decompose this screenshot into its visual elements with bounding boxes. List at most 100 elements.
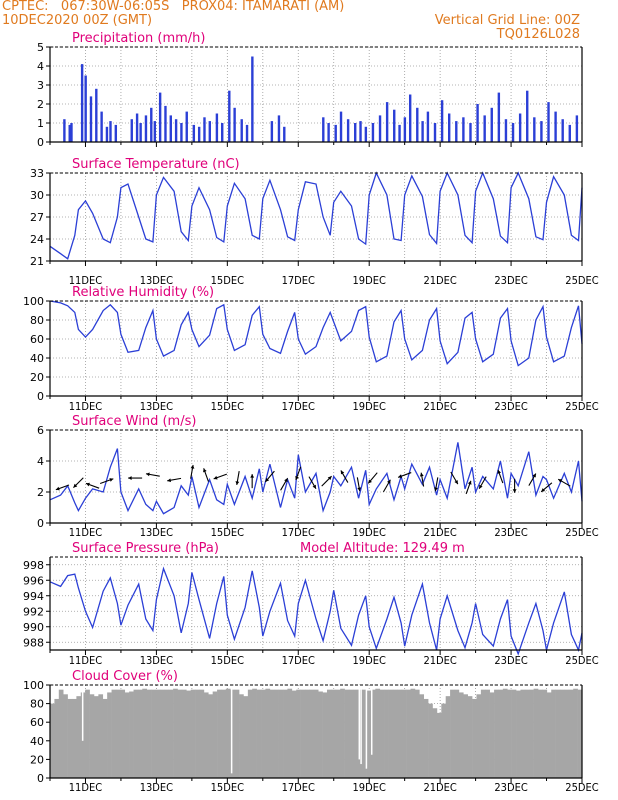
header-location: CPTEC: 067:30W-06:05S PROX04: ITAMARATI … xyxy=(2,0,345,14)
cloud-bar xyxy=(397,689,403,778)
rh-xtick-label: 19DEC xyxy=(353,400,386,413)
precip-bar xyxy=(153,121,157,142)
precip-bar xyxy=(95,88,98,142)
header-model-code: TQ0126L028 xyxy=(496,27,580,42)
cloud-bar xyxy=(89,694,95,778)
precip-bar xyxy=(554,111,557,142)
wind-arrow-head xyxy=(497,469,502,474)
wind-arrow-head xyxy=(73,483,78,488)
wind-arrow xyxy=(145,472,160,477)
cloud-bar xyxy=(164,689,170,778)
cloud-xtick-label: 21DEC xyxy=(423,781,456,794)
wind-arrow xyxy=(128,476,143,480)
pressure-ytick-label: 990 xyxy=(23,621,44,634)
rh-xtick-label: 23DEC xyxy=(494,400,527,413)
rh-xtick-label: 11DEC xyxy=(69,400,102,413)
precip-bar xyxy=(440,100,444,142)
temp-xtick-label: 11DEC xyxy=(69,274,102,287)
wind-ytick-label: 4 xyxy=(37,455,44,468)
cloud-bar xyxy=(489,692,495,778)
wind-arrow xyxy=(340,470,349,483)
precip-bar xyxy=(490,107,493,142)
cloud-bar xyxy=(239,694,244,778)
cloud-gap xyxy=(81,685,84,741)
cloud-bar xyxy=(529,689,534,778)
temp-xtick-label: 17DEC xyxy=(282,274,315,287)
cloud-bar xyxy=(318,691,323,778)
wind-arrow-head xyxy=(213,475,218,480)
pressure-ytick-label: 996 xyxy=(23,574,44,587)
pressure-ytick-label: 998 xyxy=(23,559,44,572)
pressure-title: Surface Pressure (hPa) xyxy=(72,541,219,556)
cloud-bar xyxy=(344,689,350,778)
cloud-bar xyxy=(225,688,231,778)
temp-xtick-label: 13DEC xyxy=(140,274,173,287)
cloud-bar xyxy=(265,688,271,778)
precip-bar xyxy=(164,105,167,142)
wind-arrow-head xyxy=(295,476,299,480)
wind-arrow-head xyxy=(340,470,345,475)
precip-ytick-label: 2 xyxy=(37,98,44,111)
cloud-bar xyxy=(151,689,156,778)
cloud-bar xyxy=(467,696,473,778)
precip-bar xyxy=(100,111,103,142)
cloud-bar xyxy=(458,692,464,778)
cloud-bar xyxy=(230,689,235,778)
wind-arrow xyxy=(167,477,182,483)
precip-ytick-label: 1 xyxy=(37,117,44,130)
temp-ytick-label: 24 xyxy=(30,233,44,246)
precip-bar xyxy=(385,102,389,142)
cloud-bar xyxy=(428,703,433,778)
cloud-bar xyxy=(568,689,574,778)
wind-arrow-head xyxy=(203,468,207,473)
rh-ytick-label: 60 xyxy=(30,333,44,346)
wind-arrow-head xyxy=(398,474,403,478)
wind-series-line xyxy=(49,442,583,515)
precip-bar xyxy=(476,104,479,142)
cloud-bar xyxy=(326,689,332,778)
cloud-bar xyxy=(357,689,363,778)
precip-bar xyxy=(448,113,451,142)
precip-bar xyxy=(378,115,382,142)
cloud-bar xyxy=(111,689,117,778)
cloud-bar xyxy=(511,689,517,778)
precip-bar xyxy=(364,126,368,142)
cloud-bar xyxy=(560,689,565,778)
cloud-bar xyxy=(441,703,447,778)
cloud-gap xyxy=(365,685,368,769)
wind-arrow xyxy=(540,482,553,493)
precip-bar xyxy=(89,96,93,142)
cloud-bar xyxy=(142,688,148,778)
precip-bar xyxy=(497,92,501,142)
wind-arrow xyxy=(434,477,439,492)
precip-bar xyxy=(130,119,133,142)
rh-xtick-label: 13DEC xyxy=(140,400,173,413)
cloud-bar xyxy=(129,691,134,778)
wind-arrow xyxy=(321,475,332,487)
precip-ytick-label: 4 xyxy=(37,60,44,73)
wind-arrow xyxy=(99,478,114,485)
cloud-bar xyxy=(155,689,161,778)
precip-bar xyxy=(192,124,196,142)
pressure-xtick-label: 23DEC xyxy=(494,654,527,667)
cloud-xtick-label: 11DEC xyxy=(69,781,102,794)
cloud-bar xyxy=(432,708,438,778)
cloud-bar xyxy=(199,689,205,778)
cloud-bar xyxy=(217,689,222,778)
wind-arrow xyxy=(419,472,425,487)
wind-xtick-label: 23DEC xyxy=(494,526,527,539)
wind-arrow-head xyxy=(190,464,195,469)
cloud-ytick-label: 40 xyxy=(30,735,44,748)
cloud-xtick-label: 13DEC xyxy=(140,781,173,794)
wind-arrow-head xyxy=(55,486,60,491)
wind-arrow xyxy=(55,484,70,491)
cloud-bar xyxy=(322,692,328,778)
header-grid-note: Vertical Grid Line: 00Z xyxy=(434,13,580,28)
wind-arrow-head xyxy=(284,478,288,483)
cloud-bar xyxy=(115,689,121,778)
rh-xtick-label: 25DEC xyxy=(565,400,598,413)
cloud-bar xyxy=(524,689,530,778)
wind-arrow-head xyxy=(454,480,458,485)
precip-panel: Precipitation (mm/h) 0 1 2 3 4 5 xyxy=(37,31,583,149)
wind-xtick-label: 11DEC xyxy=(69,526,102,539)
